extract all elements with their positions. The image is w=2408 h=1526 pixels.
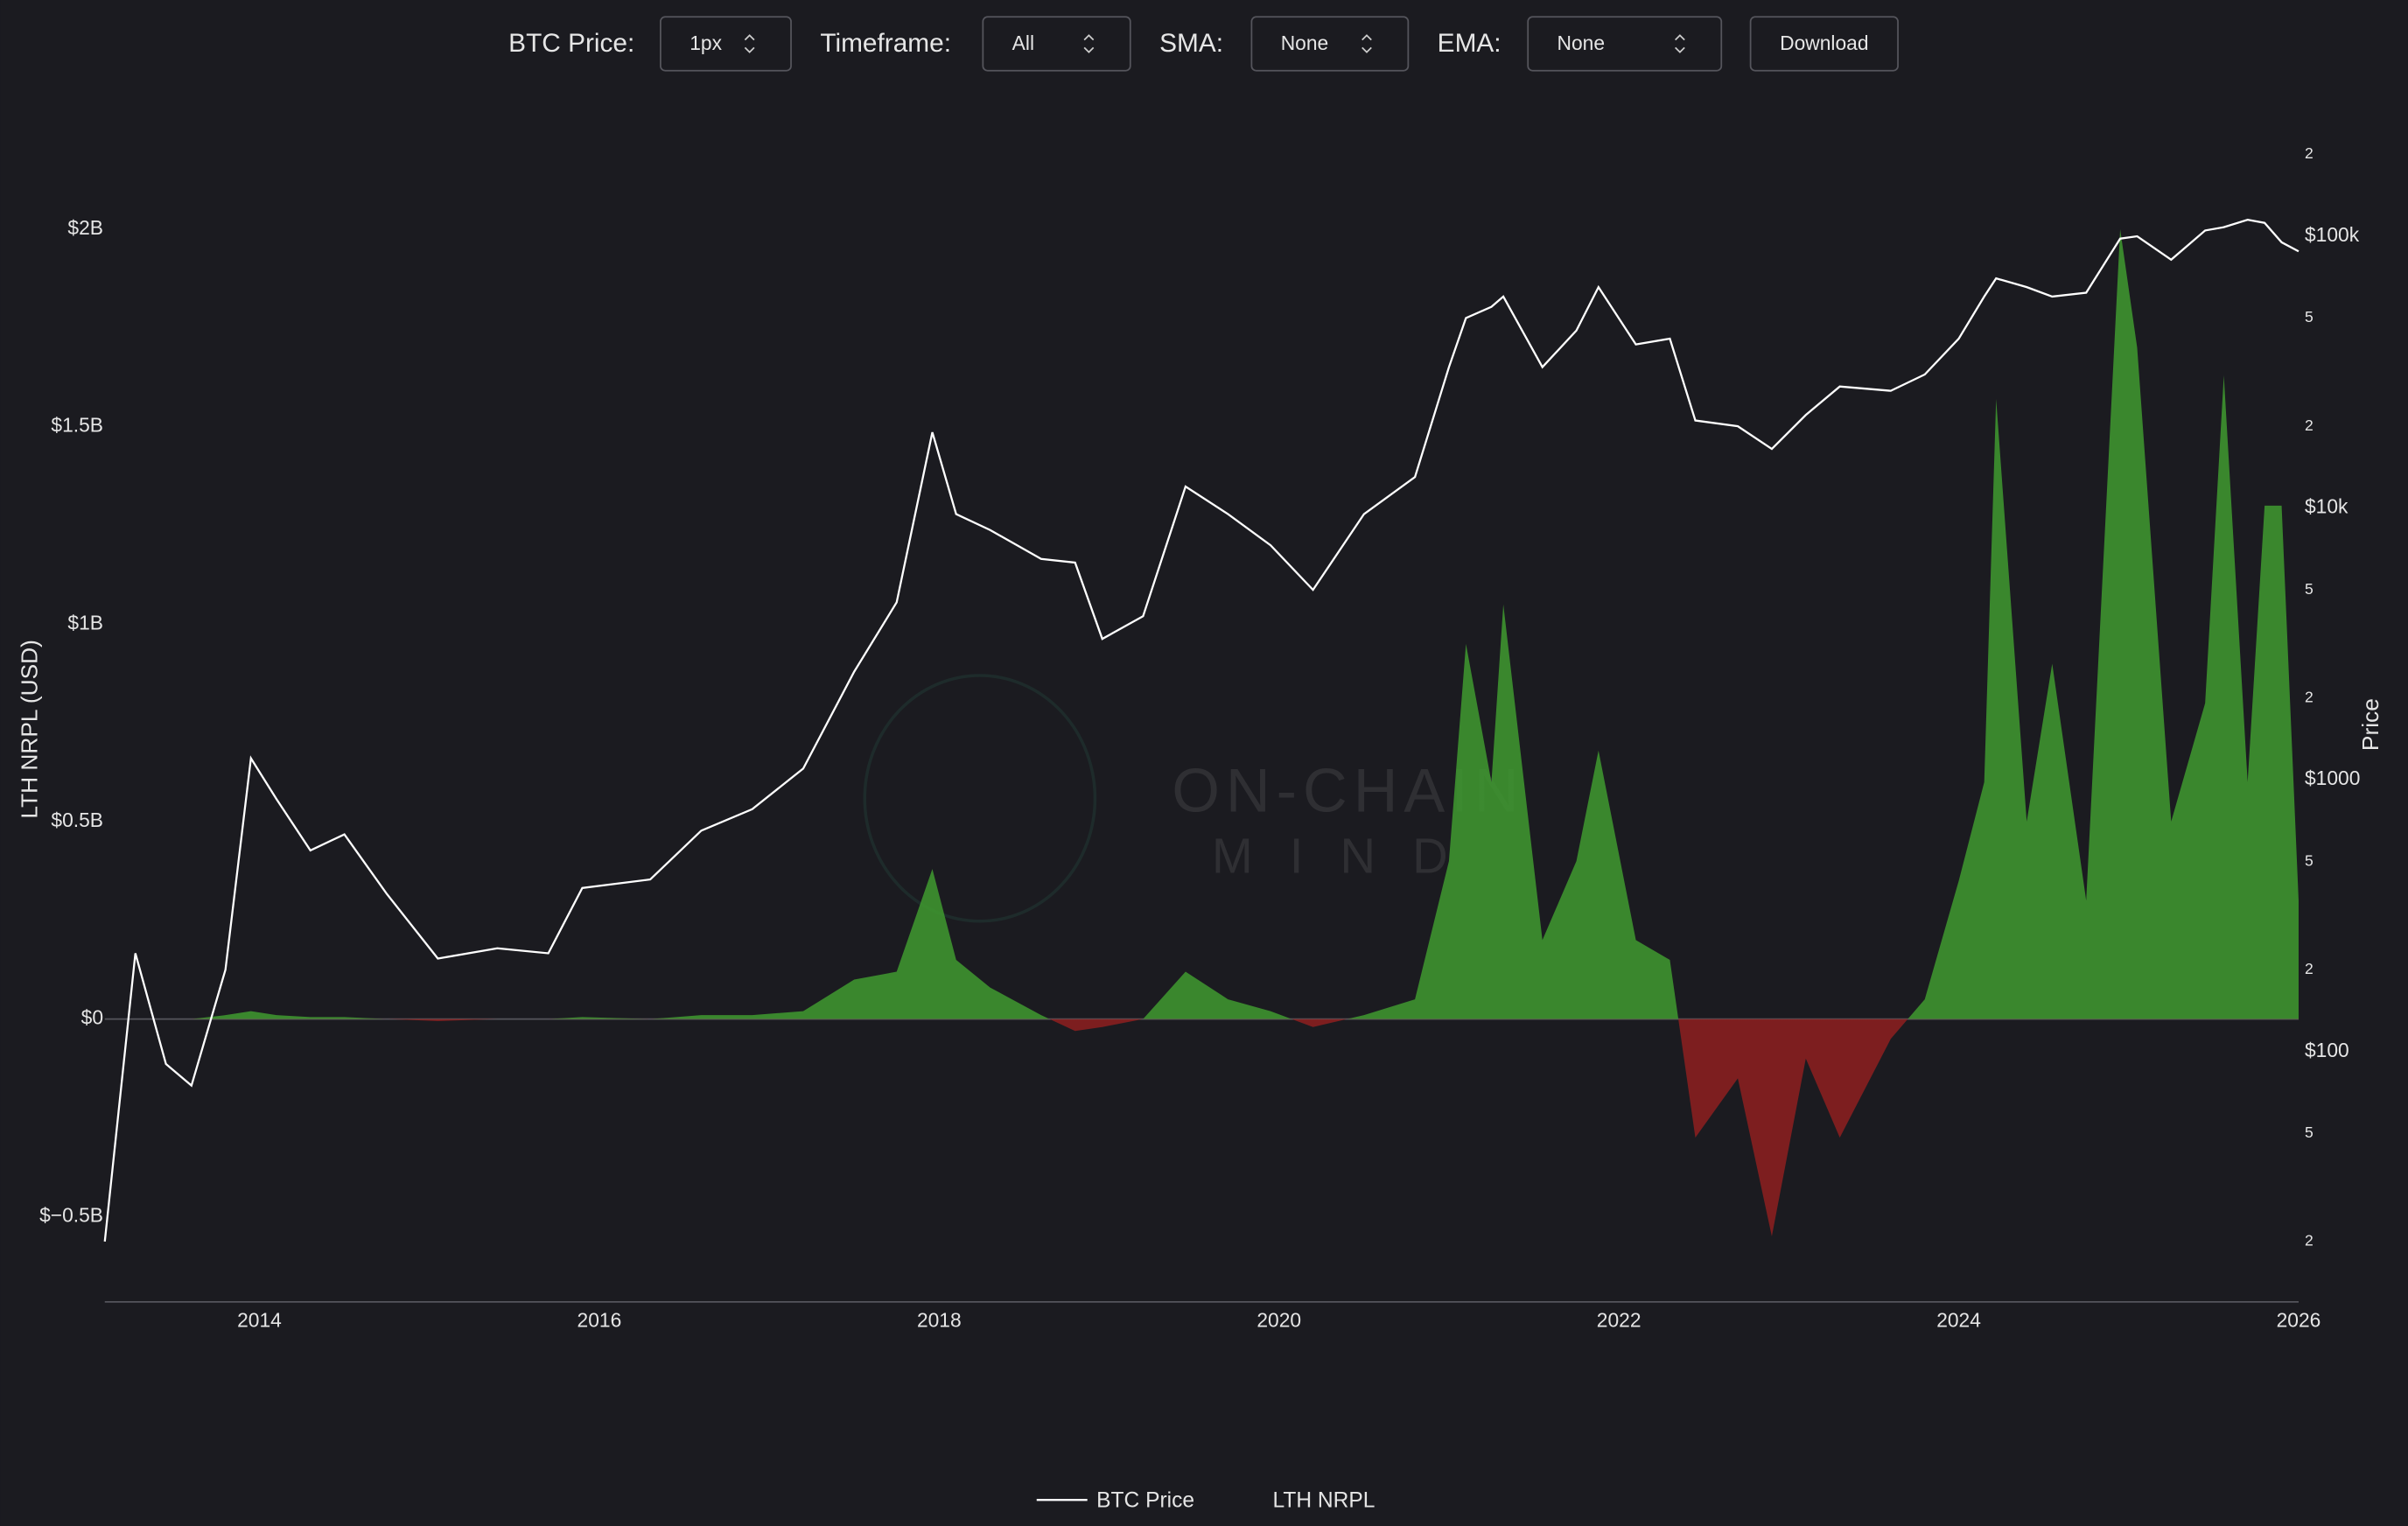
legend-item[interactable]: LTH NRPL — [1273, 1488, 1376, 1512]
select-arrow[interactable] — [1362, 34, 1372, 53]
y-tick-label: $−0.5B — [39, 1203, 103, 1226]
watermark-logo — [863, 674, 1097, 923]
select-box[interactable] — [660, 16, 792, 72]
select-value[interactable]: 1px — [690, 32, 722, 54]
control-label: EMA: — [1438, 29, 1502, 58]
control-label: SMA: — [1159, 29, 1223, 58]
legend-label[interactable]: LTH NRPL — [1273, 1488, 1376, 1512]
y-tick-label: $2B — [67, 216, 103, 239]
x-tick-label: 2022 — [1597, 1309, 1642, 1332]
x-tick-label: 2026 — [2277, 1309, 2321, 1332]
price-line — [103, 218, 2300, 1242]
button-box[interactable] — [1749, 16, 1899, 72]
y-tick-label: $1B — [67, 611, 103, 634]
y2-tick-label: 2 — [2305, 1232, 2314, 1250]
download-button[interactable]: Download — [1749, 16, 1899, 72]
y-tick-label: $0.5B — [51, 808, 103, 831]
select[interactable]: 1px — [660, 16, 792, 72]
y2-tick-label: 5 — [2305, 851, 2314, 869]
y2-tick-label: 2 — [2305, 960, 2314, 977]
y2-tick-label: 5 — [2305, 580, 2314, 598]
control-label: BTC Price: — [508, 29, 634, 58]
y2-tick-label: 2 — [2305, 688, 2314, 705]
x-tick-label: 2014 — [237, 1309, 282, 1332]
y-tick-label: $0 — [81, 1006, 103, 1029]
select-box[interactable] — [1527, 16, 1723, 72]
select[interactable]: None — [1250, 16, 1410, 72]
y2-tick-label: 2 — [2305, 144, 2314, 162]
control-label: Timeframe: — [820, 29, 951, 58]
legend-item[interactable]: BTC Price — [1036, 1488, 1194, 1512]
x-tick-label: 2024 — [1936, 1309, 1981, 1332]
x-tick-label: 2016 — [578, 1309, 622, 1332]
select-value[interactable]: None — [1281, 32, 1329, 54]
watermark-text: MIND — [1212, 828, 1485, 883]
y2-tick-label: $100k — [2305, 223, 2360, 246]
x-tick-label: 2020 — [1256, 1309, 1301, 1332]
select-value[interactable]: All — [1012, 32, 1034, 54]
y2-tick-label: 2 — [2305, 416, 2314, 434]
legend-label[interactable]: BTC Price — [1096, 1488, 1194, 1512]
select-box[interactable] — [1250, 16, 1410, 72]
y2-tick-label: $10k — [2305, 495, 2348, 518]
y2-tick-label: 5 — [2305, 1124, 2314, 1141]
select-value[interactable]: None — [1558, 32, 1605, 54]
y2-tick-label: $100 — [2305, 1039, 2349, 1061]
select[interactable]: All — [982, 16, 1131, 72]
y-tick-label: $1.5B — [51, 414, 103, 437]
select-box[interactable] — [982, 16, 1131, 72]
select[interactable]: None — [1527, 16, 1723, 72]
y2-tick-label: $1000 — [2305, 766, 2360, 789]
select-arrow[interactable] — [1083, 34, 1095, 53]
y2-tick-label: 5 — [2305, 308, 2314, 326]
x-tick-label: 2018 — [917, 1309, 962, 1332]
y-axis-label: LTH NRPL (USD) — [16, 640, 42, 819]
y2-axis-label: Price — [2357, 698, 2384, 751]
select-arrow[interactable] — [744, 34, 755, 53]
button-label[interactable]: Download — [1780, 32, 1868, 54]
select-arrow[interactable] — [1675, 34, 1685, 53]
